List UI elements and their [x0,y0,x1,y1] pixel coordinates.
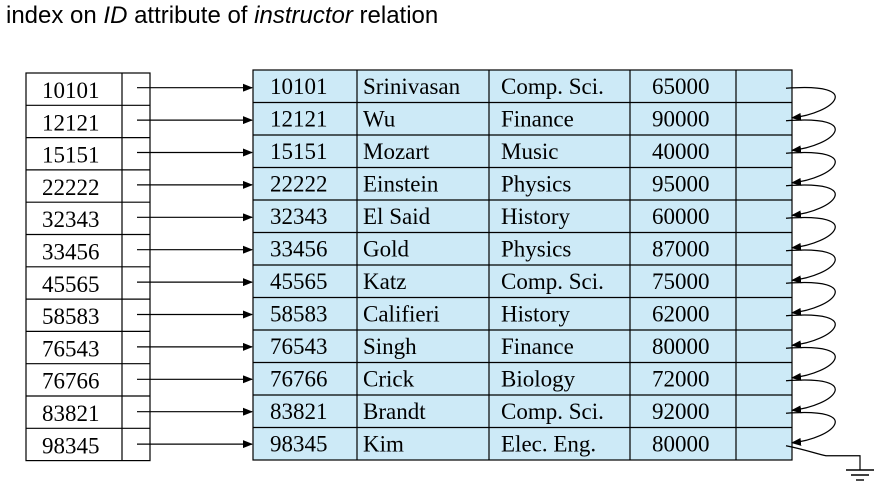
record-dept: Comp. Sci. [501,74,604,99]
record-id: 83821 [270,399,328,424]
next-record-arrow [785,216,836,251]
index-key: 76766 [42,369,100,394]
record-name: Katz [363,269,406,294]
title-text-1: index on [6,2,104,29]
next-record-arrow [785,249,836,284]
record-name: Srinivasan [363,74,461,99]
record-id: 45565 [270,269,328,294]
record-dept: Finance [501,107,574,132]
record-name: Califieri [363,302,440,327]
record-name: El Said [363,204,431,229]
record-salary: 65000 [652,74,710,99]
title-id-term: ID [103,2,128,29]
record-chain-pointers [785,86,874,481]
index-key: 15151 [42,143,100,168]
next-record-arrow [785,184,836,219]
index-key: 33456 [42,240,100,265]
record-name: Kim [363,432,404,457]
index-key: 45565 [42,272,100,297]
record-id: 76543 [270,334,328,359]
next-record-arrow [785,379,836,414]
record-dept: Music [501,139,559,164]
record-name: Einstein [363,172,439,197]
index-key: 22222 [42,175,100,200]
record-salary: 95000 [652,172,710,197]
record-id: 15151 [270,139,328,164]
record-salary: 60000 [652,204,710,229]
record-salary: 40000 [652,139,710,164]
record-dept: Comp. Sci. [501,399,604,424]
instructor-records: 10101 Srinivasan Comp. Sci. 65000 12121 Wu Fin… [252,69,793,461]
next-record-arrow [785,314,836,349]
record-salary: 87000 [652,237,710,262]
record-name: Wu [363,107,396,132]
record-dept: History [501,302,571,327]
record-id: 12121 [270,107,328,132]
record-name: Singh [363,334,417,359]
record-salary: 72000 [652,367,710,392]
next-record-arrow [785,281,836,316]
record-name: Brandt [363,399,426,424]
record-name: Mozart [363,139,430,164]
index-key: 83821 [42,401,100,426]
record-salary: 75000 [652,269,710,294]
record-id: 22222 [270,172,328,197]
null-pointer-line [785,445,861,470]
next-record-arrow [785,86,836,121]
title-text-2: attribute of [127,2,255,29]
record-dept: Physics [501,172,571,197]
record-id: 98345 [270,432,328,457]
index-key: 10101 [42,78,100,103]
index-key: 58583 [42,304,100,329]
record-dept: Finance [501,334,574,359]
record-id: 33456 [270,237,328,262]
index-key: 32343 [42,207,100,232]
record-id: 58583 [270,302,328,327]
title-text-3: relation [352,2,439,29]
record-dept: History [501,204,571,229]
next-record-arrow [785,411,836,446]
record-salary: 90000 [652,107,710,132]
record-name: Crick [363,367,415,392]
record-dept: Elec. Eng. [501,432,596,457]
index-key: 12121 [42,110,100,135]
page-title: index on ID attribute of instructor rela… [6,2,438,30]
record-dept: Biology [501,367,576,392]
record-id: 76766 [270,367,328,392]
index-key: 98345 [42,433,100,458]
index-file: 10101 12121 15151 22222 32343 33456 45565 58583… [25,72,151,462]
record-name: Gold [363,237,410,262]
record-salary: 62000 [652,302,710,327]
next-record-arrow [785,346,836,381]
next-record-arrow [785,151,836,186]
record-dept: Physics [501,237,571,262]
record-salary: 92000 [652,399,710,424]
index-key: 76543 [42,336,100,361]
record-salary: 80000 [652,432,710,457]
next-record-arrow [785,119,836,154]
record-dept: Comp. Sci. [501,269,604,294]
title-relation-term: instructor [254,2,353,29]
record-id: 10101 [270,74,328,99]
record-salary: 80000 [652,334,710,359]
record-id: 32343 [270,204,328,229]
index-pointers [137,83,253,449]
